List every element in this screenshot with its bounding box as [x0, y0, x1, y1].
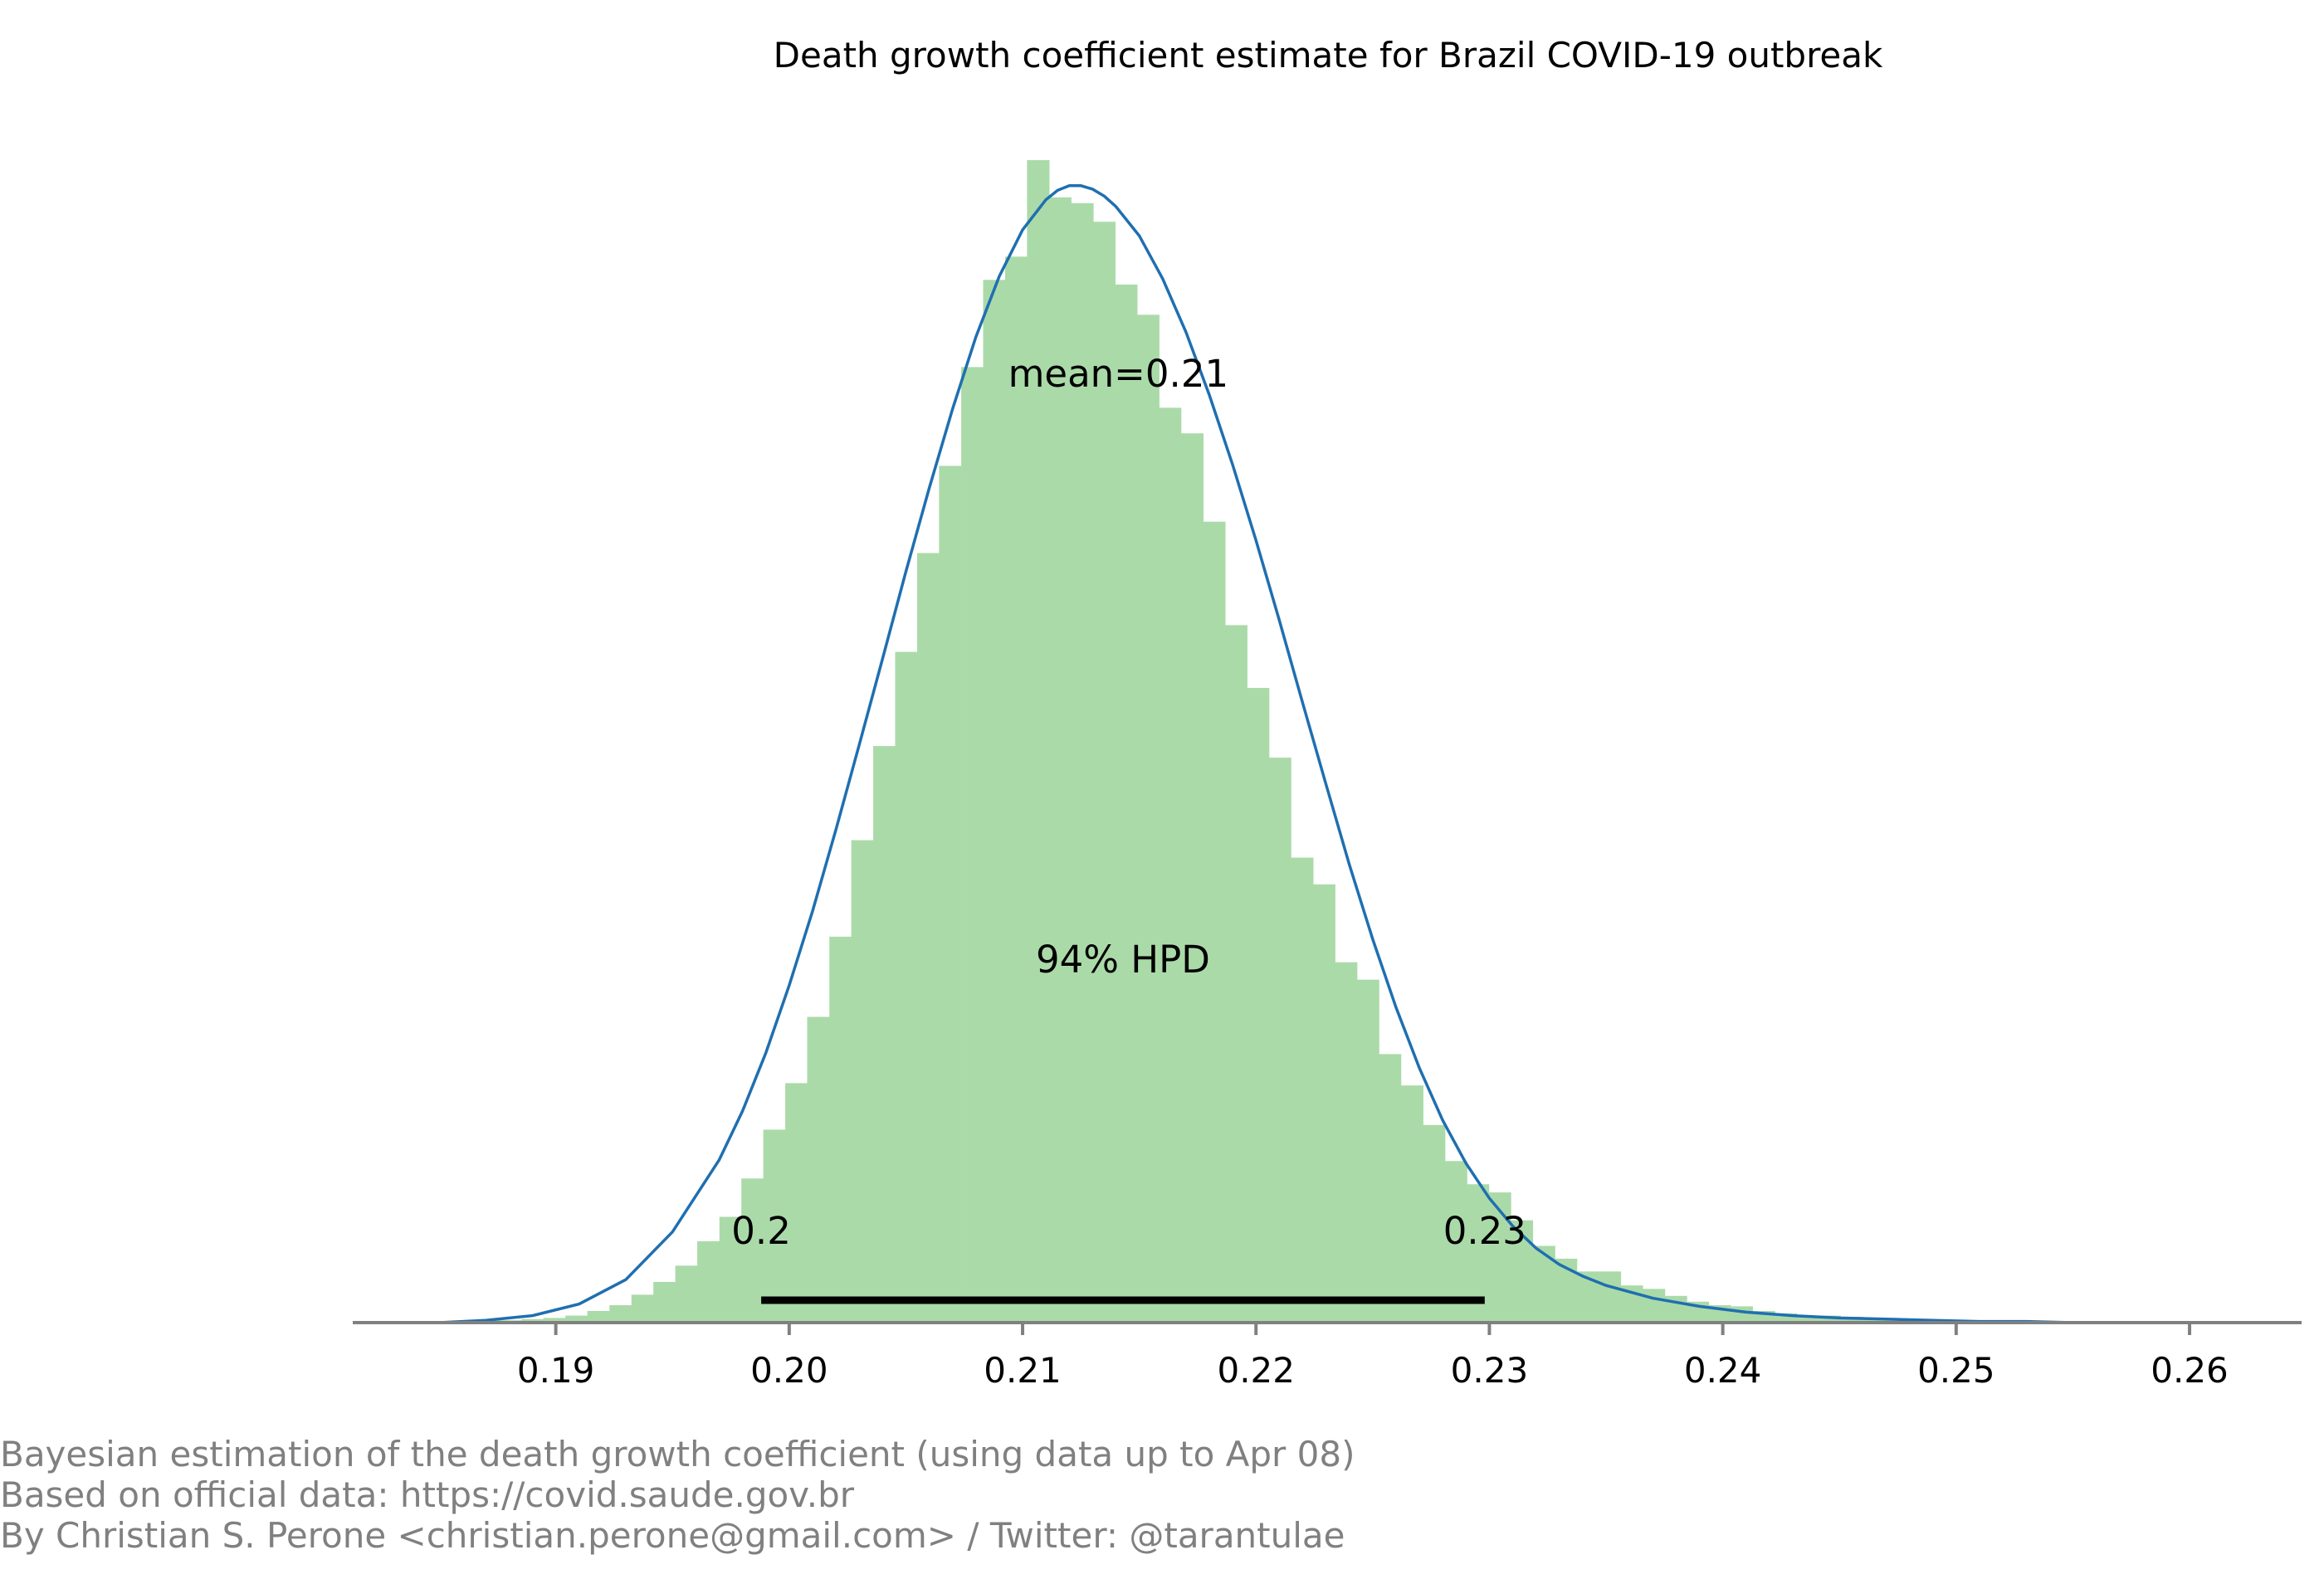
histogram-bar: [1291, 857, 1314, 1323]
histogram-bar: [807, 1016, 830, 1323]
histogram-bar: [1136, 314, 1160, 1323]
histogram-bar: [565, 1315, 588, 1323]
histogram-bar: [1071, 202, 1094, 1323]
hpd-low-label: 0.2: [731, 1209, 791, 1253]
histogram-bar: [587, 1310, 610, 1323]
x-tick-label: 0.20: [750, 1350, 828, 1391]
histogram-bar: [1004, 256, 1028, 1323]
histogram-bar: [829, 936, 852, 1323]
footer-credits: Bayesian estimation of the death growth …: [0, 1434, 1355, 1556]
footer-line-source: Based on official data: https://covid.sa…: [0, 1474, 855, 1515]
histogram-bar: [1444, 1161, 1467, 1323]
footer-line-author: By Christian S. Perone <christian.perone…: [0, 1515, 1345, 1556]
histogram-bars: [455, 160, 2127, 1323]
histogram-bar: [741, 1178, 764, 1323]
histogram-bar: [1224, 625, 1247, 1323]
hpd-high-label: 0.23: [1443, 1209, 1526, 1253]
x-tick-label: 0.24: [1684, 1350, 1762, 1391]
histogram-bar: [1048, 197, 1072, 1323]
histogram-bar: [1423, 1124, 1446, 1323]
histogram-bar: [1400, 1085, 1423, 1323]
histogram-bar: [1730, 1306, 1753, 1323]
histogram-bar: [1027, 160, 1050, 1323]
histogram-bar: [961, 367, 984, 1323]
histogram-bar: [697, 1240, 720, 1323]
histogram-bar: [653, 1281, 676, 1323]
histogram-bar: [1775, 1313, 1798, 1323]
histogram-bar: [916, 553, 940, 1323]
histogram-bar: [1599, 1271, 1622, 1323]
histogram-bar: [895, 651, 918, 1323]
histogram-bar: [785, 1083, 808, 1323]
histogram-bar: [939, 465, 962, 1323]
histogram-bar: [1818, 1315, 1842, 1323]
mean-label: mean=0.21: [1008, 352, 1229, 396]
histogram-bar: [1247, 688, 1270, 1323]
histogram-bar: [1159, 407, 1182, 1323]
histogram-bar: [1884, 1318, 1907, 1323]
histogram-bar: [1335, 962, 1358, 1323]
footer-line-method: Bayesian estimation of the death growth …: [0, 1434, 1355, 1474]
histogram-bar: [1488, 1192, 1511, 1323]
kde-curve: [438, 184, 2166, 1324]
x-tick-label: 0.23: [1451, 1350, 1529, 1391]
histogram-bar: [1379, 1054, 1402, 1323]
histogram-bar: [1268, 758, 1291, 1323]
histogram-bar: [1115, 284, 1138, 1323]
histogram-bar: [1180, 433, 1204, 1323]
x-tick-label: 0.21: [984, 1350, 1062, 1391]
x-tick-label: 0.22: [1217, 1350, 1295, 1391]
histogram-bar: [543, 1318, 566, 1323]
x-tick-label: 0.19: [517, 1350, 595, 1391]
histogram-bar: [1203, 521, 1226, 1323]
histogram-bar: [1796, 1315, 1819, 1323]
histogram-bar: [675, 1265, 698, 1323]
histogram-bar: [631, 1294, 654, 1323]
x-axis-ticks: 0.19 0.20 0.21 0.22 0.23 0.24 0.25 0.26: [517, 1323, 2229, 1391]
histogram-bar: [719, 1216, 742, 1323]
histogram-bar: [1511, 1220, 1534, 1323]
histogram-bar: [763, 1129, 786, 1323]
chart-title: Death growth coefficient estimate for Br…: [774, 35, 1883, 76]
histogram-bar: [1643, 1289, 1666, 1323]
x-tick-label: 0.25: [1917, 1350, 1995, 1391]
histogram-bar: [873, 746, 896, 1323]
histogram-bar: [1356, 979, 1379, 1323]
histogram-bar: [609, 1304, 632, 1323]
x-tick-label: 0.26: [2151, 1350, 2229, 1391]
histogram-bar: [1092, 222, 1116, 1323]
histogram-bar: [983, 280, 1006, 1323]
histogram-bar: [1532, 1245, 1555, 1323]
histogram-bar: [1863, 1318, 1886, 1323]
histogram-bar: [521, 1318, 544, 1323]
histogram-bar: [1312, 884, 1335, 1323]
histogram-bar: [851, 840, 874, 1323]
hpd-label: 94% HPD: [1036, 938, 1210, 982]
